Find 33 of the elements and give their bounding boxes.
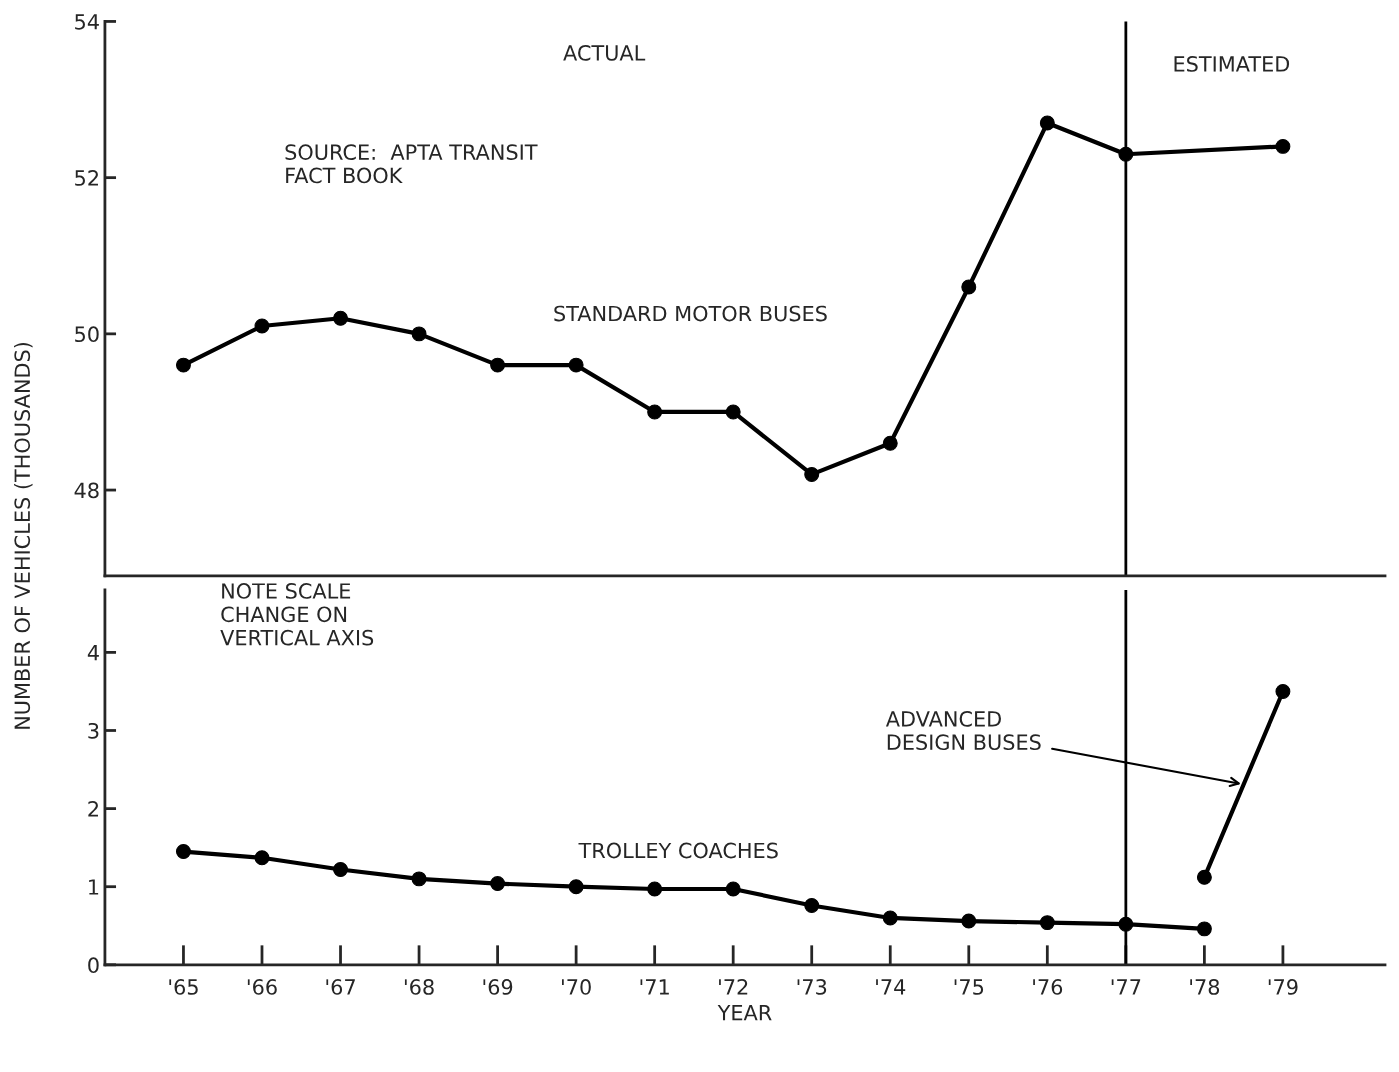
y-tick-label: 4 [87, 645, 99, 661]
x-axis-title: YEAR [717, 1005, 772, 1021]
annotation: ACTUAL [563, 45, 646, 61]
x-tick-label: '71 [640, 979, 669, 995]
y-tick-label: 3 [88, 722, 99, 739]
x-tick-label: '74 [876, 979, 906, 995]
x-tick-label: '67 [326, 979, 355, 995]
x-tick-label: '69 [483, 979, 513, 995]
x-tick-label: '76 [1033, 979, 1063, 995]
y-tick-label: 1 [89, 879, 99, 895]
annotation: NOTE SCALE CHANGE ON VERTICAL AXIS [220, 583, 374, 646]
y-tick-label: 0 [88, 957, 99, 974]
annotation: ESTIMATED [1174, 56, 1290, 72]
x-tick-label: '72 [719, 979, 748, 995]
x-tick-label: '68 [404, 979, 434, 995]
x-tick-label: '65 [169, 979, 198, 995]
x-tick-label: '70 [562, 979, 591, 995]
y-tick-label: 52 [75, 170, 98, 186]
series-label: TROLLEY COACHES [578, 842, 778, 859]
x-tick-label: '66 [247, 979, 277, 995]
x-tick-label: '77 [1111, 979, 1141, 995]
x-tick-label: '75 [954, 979, 984, 995]
y-axis-title: NUMBER OF VEHICLES (THOUSANDS) [14, 342, 33, 729]
annotation: SOURCE: APTA TRANSIT FACT BOOK [285, 144, 538, 184]
y-tick-label: 54 [75, 14, 99, 30]
x-tick-label: '79 [1268, 979, 1298, 995]
y-tick-label: 2 [88, 801, 98, 817]
y-tick-label: 48 [74, 482, 99, 499]
y-tick-label: 50 [75, 326, 99, 343]
x-tick-label: '78 [1190, 979, 1220, 995]
text: STANDARD MOTOR BUSES [554, 305, 827, 322]
x-tick-label: '73 [797, 979, 827, 995]
text: ADVANCED DESIGN BUSES [885, 710, 1041, 751]
